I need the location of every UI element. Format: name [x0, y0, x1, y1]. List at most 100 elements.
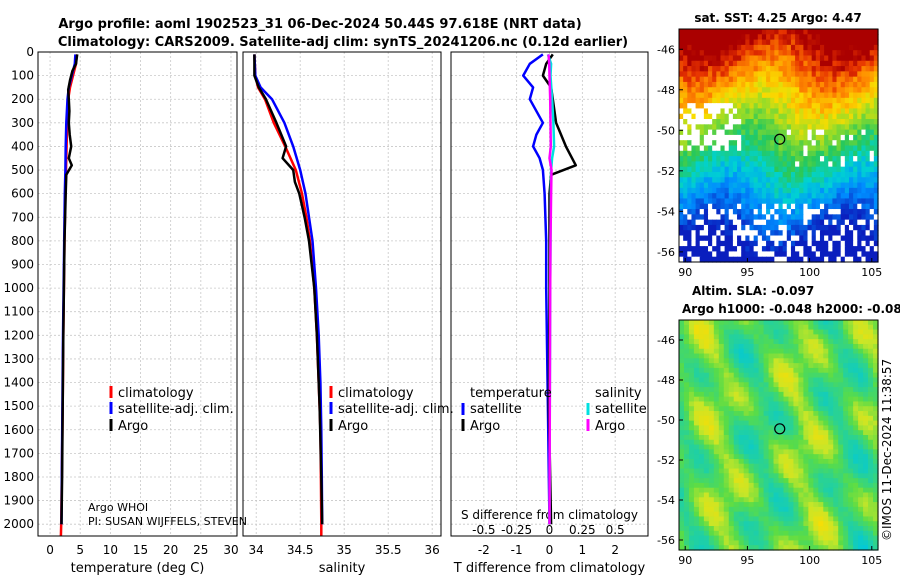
x-tick-label: 34	[249, 543, 264, 557]
top-x-tick-label: -0.5	[472, 523, 495, 537]
sst-map-title: sat. SST: 4.25 Argo: 4.47	[694, 11, 861, 25]
difference-legend: temperature satellite Argo salinity sate…	[461, 386, 647, 434]
x-axis-label: salinity	[319, 561, 366, 576]
y-tick-label: 800	[11, 234, 34, 248]
top-x-tick-label: -0.25	[501, 523, 532, 537]
temperature-panel: 0100200300400500600700800900100011001200…	[3, 45, 238, 576]
x-tick-label: 34.5	[287, 543, 314, 557]
y-tick-label: 1400	[3, 376, 34, 390]
salinity-legend: climatology satellite-adj. clim. Argo	[329, 386, 454, 434]
legend-label-temp-argo: Argo	[470, 419, 500, 434]
y-tick-label: 400	[11, 139, 34, 153]
map-y-tick-label: -50	[657, 124, 675, 137]
x-tick-label: 20	[163, 543, 178, 557]
legend-heading-salinity: salinity	[595, 386, 642, 401]
pi-label: PI: SUSAN WIJFFELS, STEVEN	[88, 515, 247, 528]
temperature-legend: climatology satellite-adj. clim. Argo	[109, 386, 234, 434]
legend-label-argo: Argo	[338, 419, 368, 434]
x-tick-label: 35	[337, 543, 352, 557]
x-tick-label: 30	[223, 543, 238, 557]
y-tick-label: 1800	[3, 470, 34, 484]
top-x-tick-label: 0.5	[606, 523, 625, 537]
float-position-marker	[774, 133, 786, 145]
imos-credit: ©IMOS 11-Dec-2024 11:38:57	[880, 359, 894, 541]
y-tick-label: 200	[11, 92, 34, 106]
legend-label-climatology: climatology	[118, 386, 194, 401]
x-tick-label: 36	[425, 543, 440, 557]
float-label: Argo WHOI	[88, 501, 148, 514]
y-tick-label: 1900	[3, 494, 34, 508]
x-tick-label: 35.5	[375, 543, 402, 557]
sst-field	[679, 29, 879, 263]
sla-map-title-1: Altim. SLA: -0.097	[692, 284, 814, 298]
x-tick-label: 5	[76, 543, 84, 557]
legend-label-sal-satellite: satellite	[595, 402, 647, 417]
y-tick-label: 1100	[3, 305, 34, 319]
x-axis-label: temperature (deg C)	[71, 561, 205, 576]
legend-label-argo: Argo	[118, 419, 148, 434]
map-x-tick-label: 90	[678, 266, 692, 279]
map-y-tick-label: -46	[657, 334, 675, 347]
legend-label-temp-satellite: satellite	[470, 402, 522, 417]
map-y-tick-label: -46	[657, 43, 675, 56]
x-axis-label: T difference from climatology	[453, 561, 646, 576]
x-tick-label: 2	[611, 543, 619, 557]
map-x-tick-label: 105	[861, 554, 882, 567]
x-tick-label: -2	[478, 543, 490, 557]
y-tick-label: 0	[26, 45, 34, 59]
float-position-marker	[774, 423, 786, 435]
map-y-tick-label: -56	[657, 246, 675, 259]
legend-label-satellite-adj: satellite-adj. clim.	[338, 402, 454, 417]
map-frame	[678, 319, 879, 551]
axes-frame	[37, 51, 238, 537]
y-tick-label: 700	[11, 210, 34, 224]
difference-panel: -2 -1 0 1 2-0.5 -0.25 0 0.25 0.5S difference fro…	[450, 51, 649, 576]
x-tick-label: 0	[546, 543, 554, 557]
y-tick-label: 100	[11, 69, 34, 83]
map-x-tick-label: 105	[861, 266, 882, 279]
map-y-tick-label: -54	[657, 494, 675, 507]
series-line-climatology	[253, 54, 323, 536]
y-tick-label: 300	[11, 116, 34, 130]
y-tick-label: 1600	[3, 423, 34, 437]
salinity-panel: 34 34.5 35 35.5 36 salinity	[242, 51, 442, 576]
legend-label-climatology: climatology	[338, 386, 414, 401]
y-tick-label: 1700	[3, 446, 34, 460]
map-y-tick-label: -54	[657, 205, 675, 218]
top-x-tick-label: 0.25	[569, 523, 596, 537]
x-tick-label: 1	[579, 543, 587, 557]
map-y-tick-label: -48	[657, 84, 675, 97]
legend-label-sal-argo: Argo	[595, 419, 625, 434]
legend-heading-temperature: temperature	[470, 386, 552, 401]
top-x-tick-label: 0	[546, 523, 554, 537]
sla-map-title-2: Argo h1000: -0.048 h2000: -0.086	[682, 302, 900, 316]
y-tick-label: 1200	[3, 328, 34, 342]
x-tick-label: 15	[133, 543, 148, 557]
map-y-tick-label: -52	[657, 454, 675, 467]
series-line-argo	[60, 54, 79, 525]
y-tick-label: 600	[11, 187, 34, 201]
axes-frame	[242, 51, 442, 537]
map-x-tick-label: 95	[740, 554, 754, 567]
map-x-tick-label: 100	[799, 266, 820, 279]
map-y-tick-label: -56	[657, 534, 675, 547]
series-line-salinity-argo	[547, 54, 553, 525]
map-x-tick-label: 100	[799, 554, 820, 567]
y-tick-label: 1500	[3, 399, 34, 413]
y-tick-label: 1300	[3, 352, 34, 366]
map-y-tick-label: -48	[657, 374, 675, 387]
map-x-tick-label: 95	[740, 266, 754, 279]
sla-field	[679, 320, 879, 551]
map-x-tick-label: 90	[678, 554, 692, 567]
x-tick-label: -1	[511, 543, 523, 557]
y-tick-label: 1000	[3, 281, 34, 295]
axes-frame	[450, 51, 649, 537]
map-y-tick-label: -50	[657, 414, 675, 427]
figure-title-line2: Climatology: CARS2009. Satellite-adj cli…	[58, 35, 628, 50]
map-y-tick-label: -52	[657, 165, 675, 178]
y-tick-label: 2000	[3, 517, 34, 531]
x-tick-label: 10	[103, 543, 118, 557]
series-line-argo	[253, 54, 324, 525]
